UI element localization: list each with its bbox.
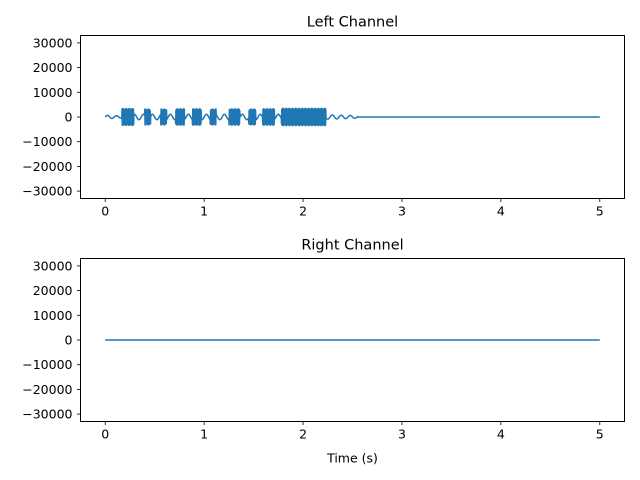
right-channel-x-ticks: 0 1 2 3 4 5 <box>101 421 604 442</box>
left-channel-y-tick-label: −20000 <box>22 159 72 174</box>
right-channel-y-tick-label: 10000 <box>33 308 73 323</box>
left-channel-x-tick-label: 3 <box>398 204 406 219</box>
right-channel-title: Right Channel <box>301 238 403 254</box>
right-channel-y-tick-label: 20000 <box>33 283 73 298</box>
left-channel-y-tick-label: 10000 <box>33 85 73 100</box>
right-channel-x-tick-label: 0 <box>101 427 109 442</box>
left-channel-y-tick-label: 0 <box>65 110 73 125</box>
right-channel-x-tick-label: 3 <box>398 427 406 442</box>
right-channel-x-tick-label: 1 <box>200 427 208 442</box>
left-channel-signal-line <box>104 107 600 127</box>
right-channel-subplot: Right Channel 0 1 2 3 4 5 30000 20000 10000 0 −10… <box>22 238 625 466</box>
right-channel-y-tick-label: −10000 <box>22 357 72 372</box>
left-channel-y-ticks: 30000 20000 10000 0 −10000 −20000 −30000 <box>22 35 81 199</box>
left-channel-x-tick-label: 2 <box>299 204 307 219</box>
left-channel-plot-area <box>104 107 600 127</box>
left-channel-x-tick-label: 5 <box>596 204 604 219</box>
right-channel-x-tick-label: 2 <box>299 427 307 442</box>
right-channel-x-tick-label: 5 <box>596 427 604 442</box>
right-channel-x-tick-label: 4 <box>497 427 505 442</box>
left-channel-y-tick-label: −30000 <box>22 184 72 199</box>
left-channel-title: Left Channel <box>307 15 398 31</box>
left-channel-x-tick-label: 4 <box>497 204 505 219</box>
right-channel-y-tick-label: 30000 <box>33 258 73 273</box>
left-channel-y-tick-label: −10000 <box>22 134 72 149</box>
right-channel-y-tick-label: −30000 <box>22 407 72 422</box>
right-channel-y-tick-label: −20000 <box>22 382 72 397</box>
left-channel-y-tick-label: 20000 <box>33 60 73 75</box>
left-channel-x-tick-label: 0 <box>101 204 109 219</box>
left-channel-y-tick-label: 30000 <box>33 35 73 50</box>
left-channel-x-ticks: 0 1 2 3 4 5 <box>101 198 604 219</box>
left-channel-subplot: Left Channel 0 1 2 3 4 5 30000 20000 10000 0 −100… <box>22 15 625 219</box>
right-channel-y-ticks: 30000 20000 10000 0 −10000 −20000 −30000 <box>22 258 81 422</box>
right-channel-x-label: Time (s) <box>326 451 378 466</box>
right-channel-y-tick-label: 0 <box>65 333 73 348</box>
left-channel-x-tick-label: 1 <box>200 204 208 219</box>
